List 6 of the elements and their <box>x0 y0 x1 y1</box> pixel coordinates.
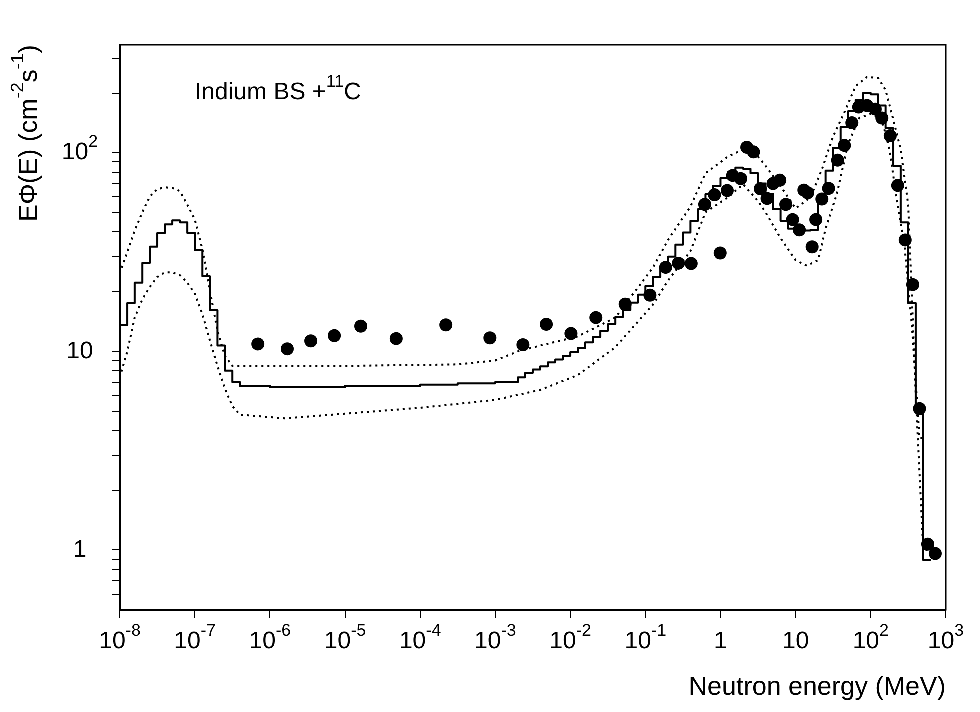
y-tick-label: 10 <box>66 337 94 364</box>
x-tick-label: 10 <box>782 628 810 655</box>
y-tick-label: 1 <box>73 536 87 563</box>
x-axis-title: Neutron energy (MeV) <box>688 671 946 702</box>
x-tick-label: 1 <box>714 628 728 655</box>
y-axis-title: EΦ(E) (cm-2s-1) <box>7 44 44 222</box>
